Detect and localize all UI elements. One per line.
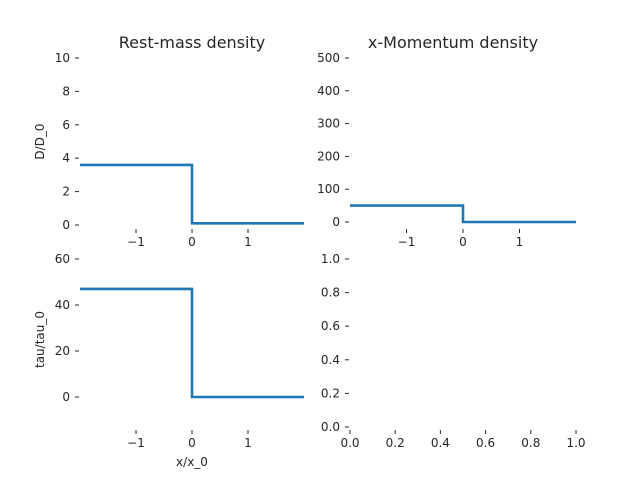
panel-2-ytick-label: 400 (317, 84, 340, 98)
panel-4-ytick-label: 1.0 (321, 252, 340, 266)
panel-4-ytick-label: 0.4 (321, 353, 340, 367)
panel-1-ytick-label: 0 (62, 218, 70, 232)
panel-3-ytick-label: 20 (55, 344, 70, 358)
panel-1-xtick-label: 1 (244, 235, 252, 249)
panel-4-xtick-label: 1.0 (566, 436, 585, 450)
panel-1-ylabel: D/D_0 (33, 123, 47, 159)
panel-2-ytick-label: 300 (317, 117, 340, 131)
panel-2-ytick-label: 500 (317, 51, 340, 65)
panel-3-xtick-label: 1 (244, 436, 252, 450)
panel-4-ytick-label: 0.2 (321, 386, 340, 400)
panel-2-xtick-label: 0 (459, 235, 467, 249)
panel-2-title: x-Momentum density (368, 33, 538, 52)
panel-2-xtick-label: 1 (516, 235, 524, 249)
panel-3-xtick-label: −1 (127, 436, 145, 450)
panel-3-ylabel: tau/tau_0 (33, 311, 47, 368)
panel-3-xlabel: x/x_0 (176, 455, 208, 469)
panel-1-ytick-label: 6 (62, 118, 70, 132)
panel-4-xtick-label: 0.4 (431, 436, 450, 450)
panel-1-ytick-label: 4 (62, 151, 70, 165)
panel-3-xtick-label: 0 (188, 436, 196, 450)
panel-2-ytick-label: 200 (317, 149, 340, 163)
panel-4-xtick-label: 0.0 (340, 436, 359, 450)
panel-4-xtick-label: 0.8 (521, 436, 540, 450)
panel-2-xtick-label: −1 (398, 235, 416, 249)
panel-4-xtick-label: 0.6 (476, 436, 495, 450)
panel-2-ytick-label: 0 (332, 215, 340, 229)
panel-3-ytick-label: 60 (55, 252, 70, 266)
panel-3-ytick-label: 40 (55, 298, 70, 312)
panel-4-ytick-label: 0.6 (321, 319, 340, 333)
panel-1-xtick-label: −1 (127, 235, 145, 249)
panel-4-xtick-label: 0.2 (386, 436, 405, 450)
panel-4-ytick-label: 0.0 (321, 420, 340, 434)
panel-2-ytick-label: 100 (317, 182, 340, 196)
panel-1-series-line (80, 163, 304, 225)
panel-1-ytick-label: 8 (62, 84, 70, 98)
panel-1-xtick-label: 0 (188, 235, 196, 249)
panel-3-ytick-label: 0 (62, 390, 70, 404)
panel-1-ytick-label: 10 (55, 51, 70, 65)
panel-4-ytick-label: 0.8 (321, 286, 340, 300)
panel-3-series-line (80, 287, 304, 399)
panel-1-title: Rest-mass density (119, 33, 265, 52)
panel-1-ytick-label: 2 (62, 185, 70, 199)
panel-2-series-line (350, 204, 576, 224)
